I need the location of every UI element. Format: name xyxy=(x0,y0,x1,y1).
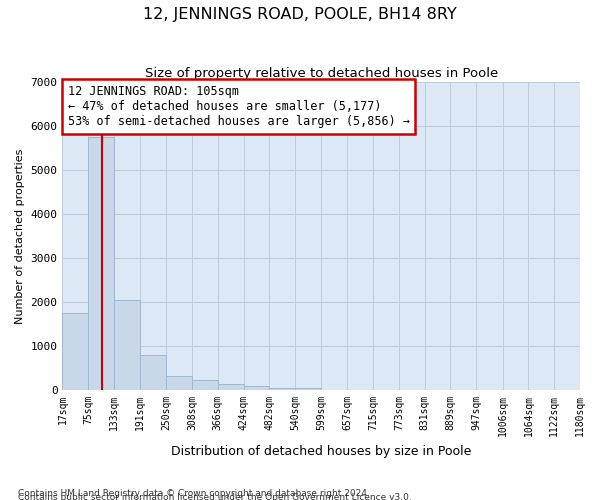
Bar xyxy=(88,137,114,390)
Y-axis label: Number of detached properties: Number of detached properties xyxy=(15,148,25,324)
Text: Contains HM Land Registry data © Crown copyright and database right 2024.: Contains HM Land Registry data © Crown c… xyxy=(18,488,370,498)
Bar xyxy=(244,386,269,390)
Text: Contains public sector information licensed under the Open Government Licence v3: Contains public sector information licen… xyxy=(18,494,412,500)
Title: Size of property relative to detached houses in Poole: Size of property relative to detached ho… xyxy=(145,68,498,80)
Bar xyxy=(295,388,322,390)
Bar xyxy=(192,380,218,390)
Bar xyxy=(166,376,192,390)
X-axis label: Distribution of detached houses by size in Poole: Distribution of detached houses by size … xyxy=(171,444,472,458)
Bar xyxy=(140,355,166,390)
Bar xyxy=(62,313,88,390)
Text: 12 JENNINGS ROAD: 105sqm
← 47% of detached houses are smaller (5,177)
53% of sem: 12 JENNINGS ROAD: 105sqm ← 47% of detach… xyxy=(68,85,410,128)
Bar xyxy=(269,388,295,390)
Text: 12, JENNINGS ROAD, POOLE, BH14 8RY: 12, JENNINGS ROAD, POOLE, BH14 8RY xyxy=(143,8,457,22)
Bar xyxy=(114,300,140,390)
Bar xyxy=(218,384,244,390)
